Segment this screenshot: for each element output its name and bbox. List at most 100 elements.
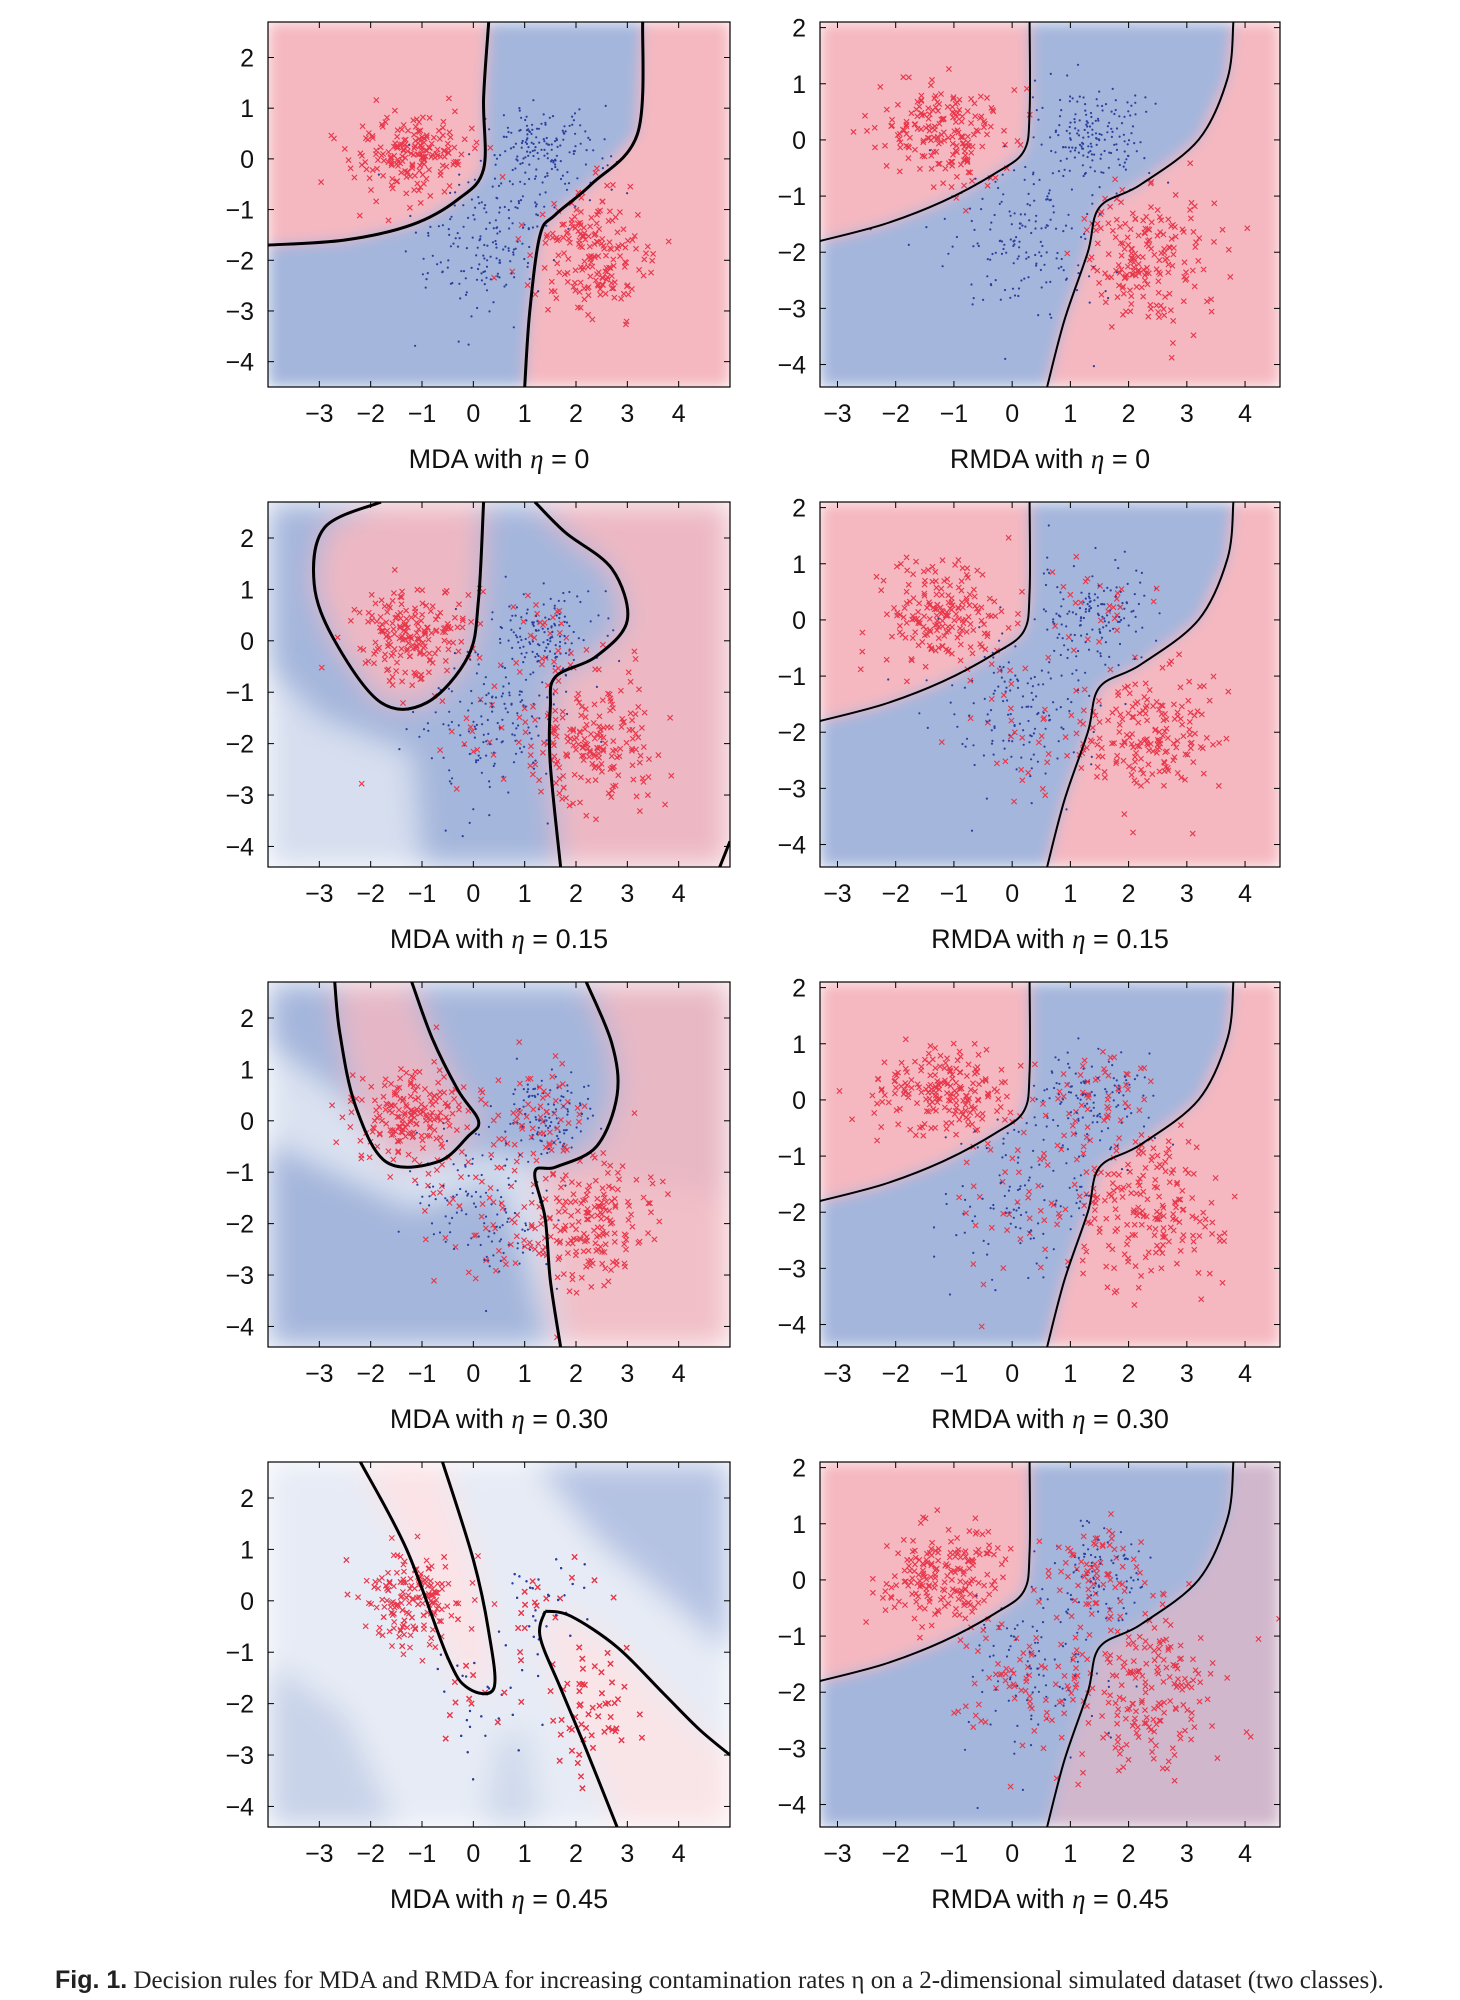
point-x [988, 696, 995, 702]
point-x [932, 104, 939, 111]
point-x [540, 1251, 547, 1258]
y-tick-label: −4 [225, 349, 254, 377]
x-tick-label: −3 [305, 1360, 334, 1388]
point-x [1211, 238, 1217, 245]
point-dot [1057, 740, 1060, 743]
point-x [1102, 299, 1109, 306]
point-x [964, 1098, 971, 1104]
point-dot [511, 722, 514, 725]
point-dot [1112, 627, 1115, 630]
axes-frame [819, 21, 1281, 388]
point-dot [976, 242, 979, 245]
point-dot [498, 276, 501, 279]
point-dot [982, 1239, 985, 1242]
point-x [1168, 235, 1175, 242]
point-dot [532, 671, 535, 674]
point-x [1131, 264, 1137, 271]
point-dot [1029, 775, 1032, 778]
point-x [928, 645, 935, 652]
point-x [1094, 267, 1101, 274]
point-dot [945, 1202, 948, 1206]
point-x [556, 629, 563, 636]
point-x [938, 739, 945, 746]
point-dot [584, 163, 588, 166]
point-dot [1068, 1186, 1071, 1189]
point-x [432, 616, 439, 623]
point-x [402, 154, 409, 161]
point-x [356, 212, 363, 219]
point-x [1044, 1162, 1051, 1168]
point-dot [554, 158, 557, 161]
point-x [439, 124, 446, 131]
point-x [585, 292, 592, 299]
point-x [390, 626, 397, 633]
point-dot [501, 665, 504, 668]
point-x [583, 1209, 590, 1216]
point-x [530, 703, 536, 710]
point-dot [1050, 149, 1053, 153]
point-dot [1002, 247, 1005, 251]
point-dot [989, 709, 993, 712]
point-dot [1073, 633, 1076, 637]
point-dot [480, 1173, 483, 1177]
point-x [587, 273, 594, 280]
point-dot [1077, 151, 1080, 154]
point-x [950, 95, 957, 102]
point-dot [546, 152, 549, 155]
point-dot [1003, 1194, 1006, 1198]
decision-regions [820, 982, 1280, 1347]
point-x [1193, 239, 1200, 246]
point-dot [587, 136, 590, 139]
point-x [609, 285, 615, 292]
point-dot [907, 243, 910, 246]
point-dot [560, 1095, 563, 1098]
point-dot [555, 1287, 559, 1290]
point-x [399, 1643, 406, 1650]
point-x [576, 1118, 582, 1125]
point-x [565, 255, 572, 262]
point-dot [1010, 755, 1013, 758]
point-dot [595, 685, 599, 689]
point-dot [475, 761, 478, 764]
point-x [949, 133, 956, 140]
point-dot [570, 1071, 573, 1074]
point-dot [932, 1226, 936, 1229]
point-dot [972, 702, 975, 705]
boundary-0 [312, 502, 486, 711]
point-dot [488, 743, 491, 746]
point-x [984, 94, 990, 101]
point-dot [532, 142, 535, 145]
point-x [949, 158, 956, 165]
point-x [1132, 1138, 1139, 1145]
point-dot [499, 625, 502, 629]
point-x [968, 95, 975, 102]
point-x [1128, 293, 1135, 300]
point-dot [1069, 1111, 1072, 1114]
point-dot [1062, 269, 1065, 272]
point-x [516, 669, 523, 675]
point-x [1204, 298, 1210, 305]
point-x [1105, 717, 1112, 724]
point-x [516, 1039, 523, 1046]
point-x [1190, 1232, 1196, 1239]
point-dot [1000, 1181, 1003, 1184]
point-x [599, 641, 606, 648]
point-dot [525, 115, 528, 118]
point-dot [432, 1185, 435, 1188]
point-dot [521, 195, 525, 198]
point-x [422, 628, 429, 635]
point-dot [1074, 127, 1077, 130]
point-x [1165, 269, 1172, 276]
point-dot [1020, 756, 1023, 759]
point-dot [563, 615, 567, 618]
point-dot [542, 603, 545, 606]
point-x [379, 1596, 386, 1603]
point-dot [491, 185, 494, 188]
point-dot [508, 694, 511, 697]
point-dot [478, 239, 481, 242]
point-x [892, 1071, 898, 1078]
point-dot [1099, 655, 1102, 658]
point-x [424, 624, 430, 631]
point-x [1008, 717, 1015, 724]
